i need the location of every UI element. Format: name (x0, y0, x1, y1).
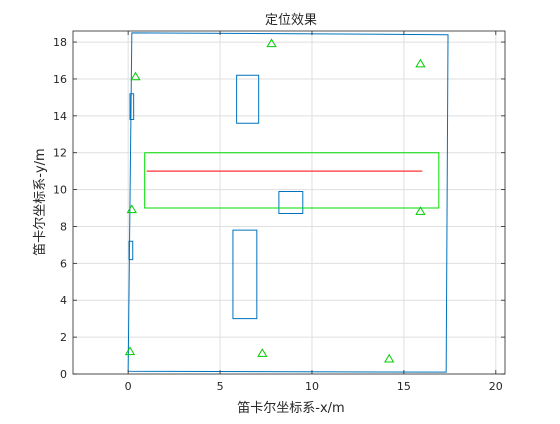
axes-box (72, 30, 506, 375)
y-tick-label: 12 (53, 147, 67, 160)
wall-marker-upper (129, 93, 135, 121)
obstacle-upper (236, 74, 260, 124)
anchor-point (257, 348, 268, 357)
y-tick-label: 6 (60, 257, 67, 270)
y-tick-label: 16 (53, 73, 67, 86)
y-tick-label: 10 (53, 184, 67, 197)
anchor-point (415, 206, 426, 215)
y-tick-label: 8 (60, 220, 67, 233)
grid-lines (73, 31, 505, 375)
obstacle-middle (278, 190, 304, 215)
anchor-point (384, 353, 395, 363)
y-tick-label: 18 (53, 36, 67, 49)
x-tick-label: 0 (125, 380, 132, 393)
y-tick-label: 4 (60, 294, 67, 307)
plot-data (124, 32, 449, 373)
y-tick-label: 2 (60, 331, 67, 344)
anchor-point (415, 58, 426, 68)
y-tick-label: 14 (53, 110, 67, 123)
obstacle-lower (232, 229, 258, 320)
y-tick-label: 0 (60, 368, 67, 381)
y-axis-label: 笛卡尔坐标系-y/m (32, 148, 48, 255)
wall-marker-lower (128, 240, 134, 261)
x-tick-label: 10 (305, 380, 319, 393)
anchor-point (124, 346, 136, 356)
anchor-point (130, 71, 141, 81)
plot-area (73, 31, 505, 374)
x-tick-label: 20 (489, 380, 503, 393)
anchor-point (126, 204, 137, 214)
x-axis-label: 笛卡尔坐标系-x/m (237, 400, 344, 416)
chart-title: 定位效果 (265, 13, 317, 28)
x-tick-label: 15 (397, 380, 411, 393)
axes: 0 5 10 15 20 0 2 4 6 8 10 12 14 16 18 (53, 30, 506, 393)
localization-region (144, 152, 440, 209)
x-tick-label: 5 (217, 380, 224, 393)
anchor-point (266, 38, 277, 48)
